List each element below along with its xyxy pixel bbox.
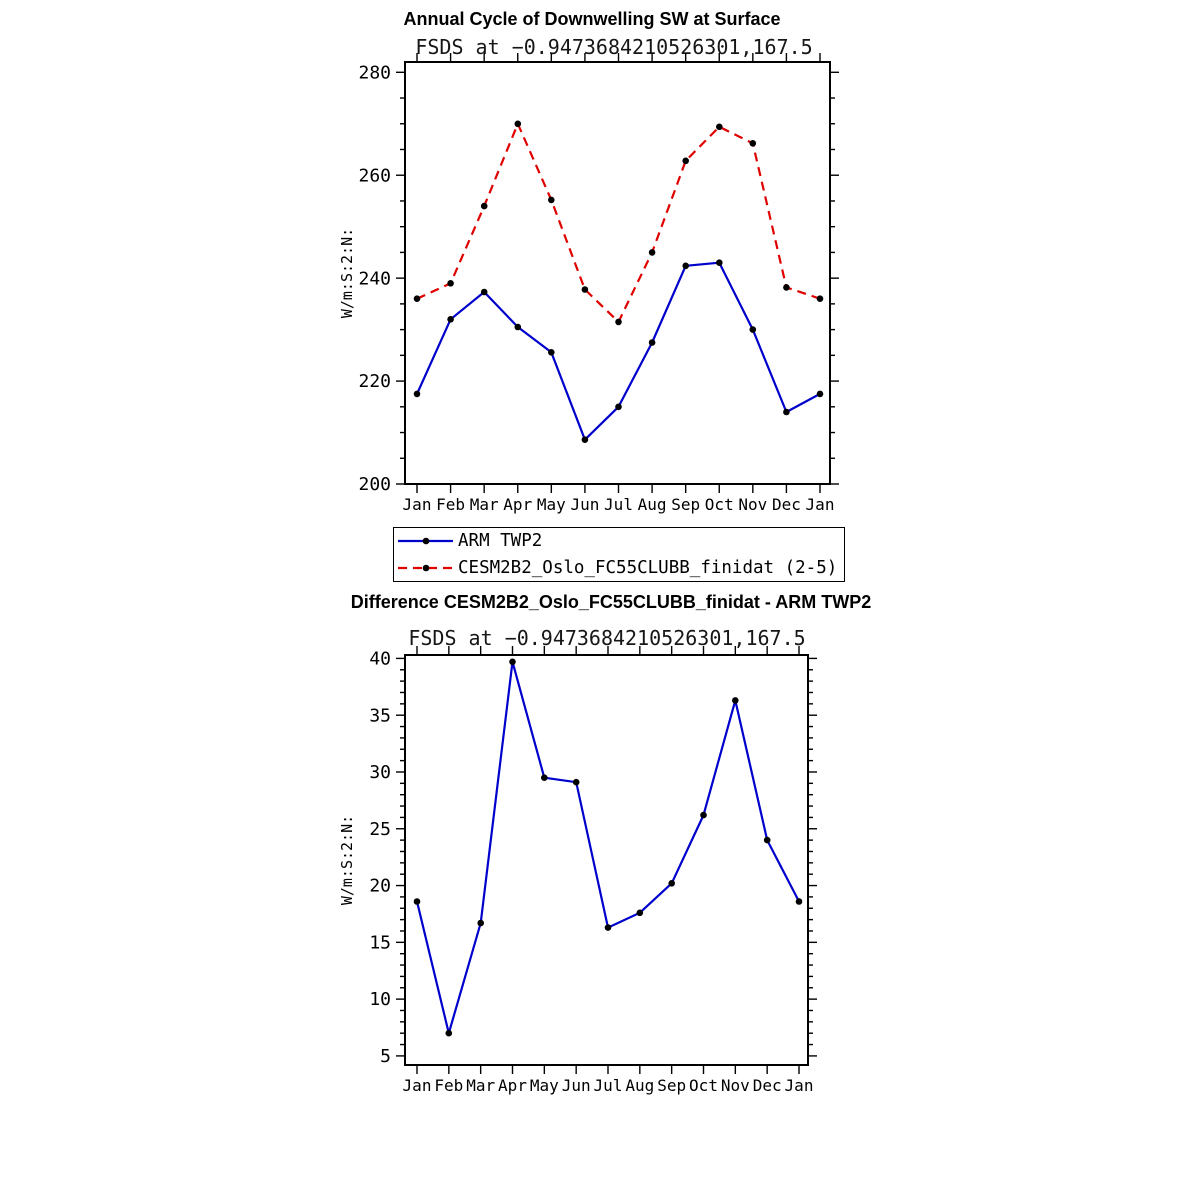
y-axis-title: W/m:S:2:N: xyxy=(338,228,356,318)
bottom-chart-series-0-markers xyxy=(413,658,803,1037)
y-tick-label: 280 xyxy=(358,62,391,83)
x-tick-label: Nov xyxy=(738,495,767,514)
x-tick-label: Apr xyxy=(498,1076,527,1095)
legend-dashed-line-sample xyxy=(398,564,453,571)
bottom-chart-title: Difference CESM2B2_Oslo_FC55CLUBB_finida… xyxy=(350,592,872,612)
x-tick-label: Aug xyxy=(638,495,667,514)
y-tick-label: 220 xyxy=(358,371,391,392)
top-chart-title: Annual Cycle of Downwelling SW at Surfac… xyxy=(403,9,781,29)
x-tick-label: Jan xyxy=(403,1076,432,1095)
top-chart-series-1-markers xyxy=(413,120,824,326)
legend-label-cesm: CESM2B2_Oslo_FC55CLUBB_finidat (2-5) xyxy=(458,557,838,578)
x-tick-label: Jan xyxy=(806,495,835,514)
x-tick-label: Jan xyxy=(403,495,432,514)
legend-entry-arm-twp2: ARM TWP2 xyxy=(394,528,844,554)
axis-ticks xyxy=(396,53,839,493)
x-tick-label: Aug xyxy=(625,1076,654,1095)
x-tick-label: Dec xyxy=(753,1076,782,1095)
x-tick-label: May xyxy=(530,1076,559,1095)
bottom-chart-series-0-line xyxy=(415,660,800,1035)
y-tick-label: 5 xyxy=(380,1046,391,1067)
legend-solid-line-sample xyxy=(398,538,453,545)
top-chart-subtitle: FSDS at −0.9473684210526301,167.5 xyxy=(415,35,813,59)
y-tick-label: 20 xyxy=(369,876,391,897)
top-chart-series-0-markers xyxy=(413,259,824,444)
y-tick-label: 35 xyxy=(369,705,391,726)
plot-border xyxy=(404,61,831,485)
x-tick-label: Jun xyxy=(570,495,599,514)
legend-marker-dot xyxy=(422,538,430,545)
y-tick-label: 240 xyxy=(358,268,391,289)
y-tick-label: 15 xyxy=(369,932,391,953)
x-tick-label: Nov xyxy=(721,1076,750,1095)
plot-border xyxy=(404,654,809,1066)
x-tick-label: Mar xyxy=(470,495,499,514)
x-tick-label: Jun xyxy=(562,1076,591,1095)
y-tick-label: 30 xyxy=(369,762,391,783)
x-tick-label: May xyxy=(537,495,566,514)
x-tick-label: Apr xyxy=(503,495,532,514)
x-tick-label: Dec xyxy=(772,495,801,514)
legend-box: ARM TWP2 CESM2B2_Oslo_FC55CLUBB_finidat … xyxy=(393,527,845,582)
bottom-chart-subtitle: FSDS at −0.9473684210526301,167.5 xyxy=(408,626,806,650)
legend-entry-cesm: CESM2B2_Oslo_FC55CLUBB_finidat (2-5) xyxy=(394,555,844,581)
x-tick-label: Jul xyxy=(604,495,633,514)
y-tick-label: 10 xyxy=(369,989,391,1010)
top-chart-series-1-line xyxy=(416,122,821,323)
x-tick-label: Jul xyxy=(594,1076,623,1095)
x-tick-label: Mar xyxy=(466,1076,495,1095)
axis-ticks xyxy=(396,646,817,1074)
x-tick-label: Feb xyxy=(434,1076,463,1095)
y-tick-label: 260 xyxy=(358,165,391,186)
x-tick-label: Sep xyxy=(657,1076,686,1095)
x-tick-label: Jan xyxy=(785,1076,814,1095)
legend-label-arm-twp2: ARM TWP2 xyxy=(458,531,543,552)
x-tick-label: Oct xyxy=(705,495,734,514)
y-tick-label: 200 xyxy=(358,474,391,495)
y-tick-label: 40 xyxy=(369,649,391,670)
y-axis-title: W/m:S:2:N: xyxy=(338,815,356,905)
y-tick-label: 25 xyxy=(369,819,391,840)
x-tick-label: Sep xyxy=(671,495,700,514)
x-tick-label: Oct xyxy=(689,1076,718,1095)
x-tick-label: Feb xyxy=(436,495,465,514)
legend-marker-dot xyxy=(422,564,430,571)
top-chart-series-0-line xyxy=(415,261,821,441)
